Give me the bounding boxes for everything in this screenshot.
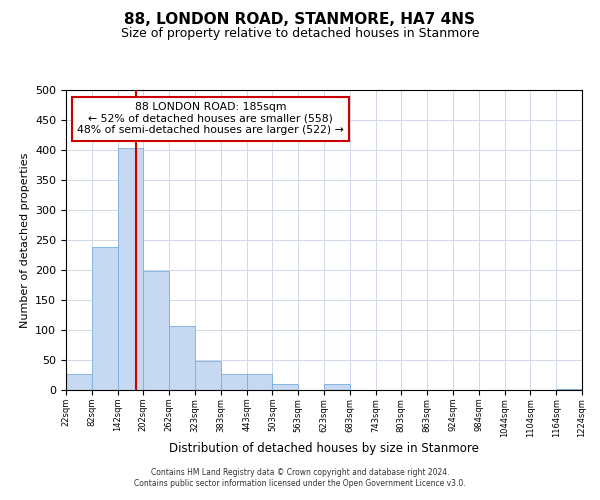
Y-axis label: Number of detached properties: Number of detached properties	[20, 152, 29, 328]
Text: Contains HM Land Registry data © Crown copyright and database right 2024.
Contai: Contains HM Land Registry data © Crown c…	[134, 468, 466, 487]
Bar	[272, 384, 298, 390]
Bar	[195, 361, 221, 390]
Bar	[221, 374, 247, 390]
Bar	[66, 374, 92, 390]
Bar	[143, 270, 169, 390]
Text: 88 LONDON ROAD: 185sqm
← 52% of detached houses are smaller (558)
48% of semi-de: 88 LONDON ROAD: 185sqm ← 52% of detached…	[77, 102, 344, 135]
Bar	[92, 247, 118, 390]
Bar	[169, 326, 195, 390]
Bar	[324, 384, 350, 390]
Text: 88, LONDON ROAD, STANMORE, HA7 4NS: 88, LONDON ROAD, STANMORE, HA7 4NS	[125, 12, 476, 28]
Text: Size of property relative to detached houses in Stanmore: Size of property relative to detached ho…	[121, 28, 479, 40]
Bar	[247, 374, 272, 390]
X-axis label: Distribution of detached houses by size in Stanmore: Distribution of detached houses by size …	[169, 442, 479, 455]
Bar	[118, 148, 143, 390]
